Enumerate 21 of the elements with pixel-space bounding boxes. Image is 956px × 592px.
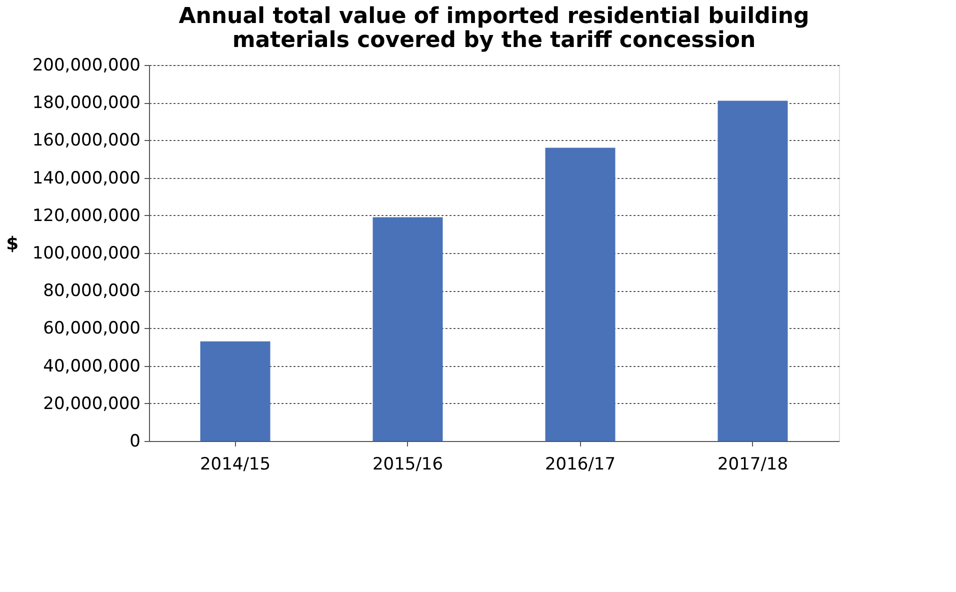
y-tick-label: 40,000,000 — [43, 356, 140, 376]
bar — [718, 100, 788, 441]
x-tick-label: 2016/17 — [544, 454, 616, 474]
y-tick-label: 180,000,000 — [32, 93, 140, 114]
bar — [545, 148, 616, 441]
y-axis-title: $ — [6, 234, 19, 254]
y-tick-label: 80,000,000 — [43, 281, 140, 302]
y-tick-label: 160,000,000 — [32, 130, 140, 151]
y-tick-label: 100,000,000 — [32, 244, 140, 264]
x-tick-label: 2014/15 — [200, 454, 271, 474]
y-tick-label: 20,000,000 — [43, 394, 140, 414]
x-tick-label: 2015/16 — [372, 454, 444, 474]
x-tick-label: 2017/18 — [717, 454, 788, 474]
y-tick-label: 140,000,000 — [32, 168, 140, 188]
bar — [372, 217, 443, 441]
y-tick-label: 0 — [130, 432, 140, 452]
bar — [200, 341, 270, 441]
y-tick-label: 120,000,000 — [32, 206, 140, 226]
y-tick-label: 60,000,000 — [43, 318, 140, 339]
chart-title: Annual total value of imported residential building materials covered by the tariff concession — [178, 4, 810, 53]
y-tick-label: 200,000,000 — [32, 56, 140, 76]
